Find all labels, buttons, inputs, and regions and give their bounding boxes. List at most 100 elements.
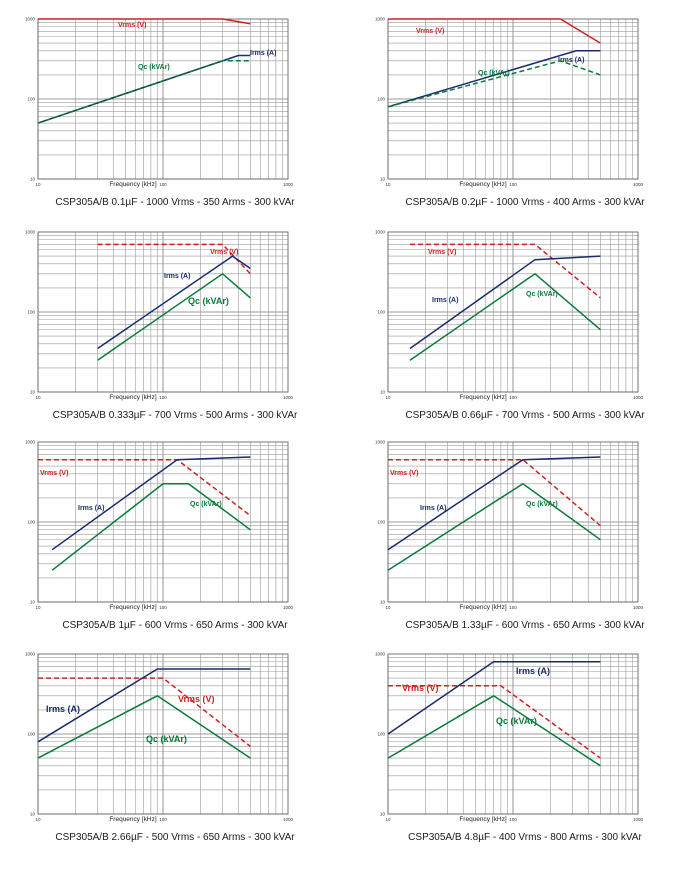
x-tick-label: 10 <box>35 395 41 400</box>
plot-grid <box>387 232 638 393</box>
series-label-qc: Qc (kVAr) <box>526 291 558 298</box>
series-label-irms: Irms (A) <box>46 704 80 714</box>
x-tick-label: 10 <box>35 182 41 187</box>
y-tick-label: 1000 <box>375 230 386 235</box>
x-tick-label: 100 <box>159 817 167 822</box>
x-axis-label: Frequency [kHz] <box>459 394 507 401</box>
x-tick-label: 100 <box>509 395 517 400</box>
series-label-qc: Qc (kVAr) <box>190 501 222 508</box>
series-line-irms <box>387 661 601 735</box>
x-axis-label: Frequency [kHz] <box>109 604 157 611</box>
x-tick-label: 1000 <box>283 395 294 400</box>
y-tick-label: 100 <box>377 732 385 737</box>
y-tick-label: 1000 <box>25 652 36 657</box>
series-label-vrms: Vrms (V) <box>178 694 215 704</box>
plot-grid <box>37 232 288 393</box>
x-axis-label: Frequency [kHz] <box>109 181 157 188</box>
x-tick-label: 1000 <box>283 605 294 610</box>
chart-panel-4: 1000 100 10 10 100 1000 Frequency [kHz] Vrms (V… <box>350 218 700 430</box>
series-line-qc <box>409 272 601 361</box>
y-tick-label: 10 <box>30 600 36 605</box>
series-line-vrms <box>38 677 251 747</box>
y-tick-label: 10 <box>380 600 386 605</box>
series-line-qc <box>97 272 251 361</box>
series-line-vrms <box>38 18 251 25</box>
series-line-irms <box>37 668 251 743</box>
chart-caption: CSP305A/B 4.8µF - 400 Vrms - 800 Arms - … <box>408 832 642 843</box>
y-tick-label: 100 <box>27 732 35 737</box>
series-label-vrms: Vrms (V) <box>210 249 238 256</box>
series-label-vrms: Vrms (V) <box>402 683 439 693</box>
y-tick-label: 10 <box>30 390 36 395</box>
y-tick-label: 100 <box>27 310 35 315</box>
chart-caption: CSP305A/B 1µF - 600 Vrms - 650 Arms - 30… <box>62 620 288 631</box>
chart-panel-2: 1000 100 10 10 100 1000 Frequency [kHz] Vrms (V… <box>350 5 700 217</box>
plot-frame <box>387 231 639 393</box>
chart-panel-6: 1000 100 10 10 100 1000 Frequency [kHz] Vrms (V… <box>350 428 700 640</box>
plot-grid <box>387 654 638 815</box>
series-label-irms: Irms (A) <box>420 505 446 512</box>
chart-panel-3: 1000 100 10 10 100 1000 Frequency [kHz] Vrms (V… <box>0 218 350 430</box>
x-tick-label: 100 <box>509 817 517 822</box>
y-tick-label: 10 <box>30 812 36 817</box>
x-tick-label: 1000 <box>283 817 294 822</box>
x-tick-label: 1000 <box>633 395 644 400</box>
y-tick-label: 1000 <box>375 440 386 445</box>
plot-grid <box>37 654 288 815</box>
plot-frame <box>387 441 639 603</box>
series-label-qc: Qc (kVAr) <box>138 64 170 71</box>
x-tick-label: 100 <box>509 182 517 187</box>
y-tick-label: 1000 <box>375 652 386 657</box>
series-line-qc <box>37 694 251 759</box>
x-tick-label: 100 <box>509 605 517 610</box>
series-label-qc: Qc (kVAr) <box>496 716 537 726</box>
chart-caption: CSP305A/B 0.333µF - 700 Vrms - 500 Arms … <box>52 410 298 421</box>
series-label-qc: Qc (kVAr) <box>146 734 187 744</box>
x-axis-label: Frequency [kHz] <box>459 604 507 611</box>
y-tick-label: 1000 <box>375 17 386 22</box>
x-axis-label: Frequency [kHz] <box>109 394 157 401</box>
plot-frame <box>37 231 289 393</box>
y-tick-label: 10 <box>380 177 386 182</box>
y-tick-label: 10 <box>380 812 386 817</box>
series-line-irms <box>37 54 251 124</box>
series-line-vrms <box>388 18 601 44</box>
series-line-qc <box>387 482 601 571</box>
chart-caption: CSP305A/B 0.1µF - 1000 Vrms - 350 Arms -… <box>55 197 295 208</box>
x-axis-label: Frequency [kHz] <box>459 816 507 823</box>
series-label-qc: Qc (kVAr) <box>188 296 229 306</box>
x-tick-label: 1000 <box>283 182 294 187</box>
x-tick-label: 100 <box>159 395 167 400</box>
series-line-vrms <box>410 243 601 299</box>
x-axis-label: Frequency [kHz] <box>109 816 157 823</box>
y-tick-label: 10 <box>30 177 36 182</box>
series-label-vrms: Vrms (V) <box>390 470 418 477</box>
y-tick-label: 100 <box>377 310 385 315</box>
series-line-irms <box>387 50 601 108</box>
chart-panel-5: 1000 100 10 10 100 1000 Frequency [kHz] Vrms (V… <box>0 428 350 640</box>
series-label-irms: Irms (A) <box>432 297 458 304</box>
x-tick-label: 1000 <box>633 182 644 187</box>
y-tick-label: 100 <box>27 520 35 525</box>
series-line-qc <box>387 60 601 108</box>
series-label-vrms: Vrms (V) <box>40 470 68 477</box>
series-label-vrms: Vrms (V) <box>428 249 456 256</box>
series-label-irms: Irms (A) <box>558 57 584 64</box>
x-tick-label: 10 <box>385 182 391 187</box>
x-tick-label: 10 <box>35 817 41 822</box>
plot-frame <box>37 441 289 603</box>
y-tick-label: 10 <box>380 390 386 395</box>
series-label-vrms: Vrms (V) <box>118 22 146 29</box>
y-tick-label: 1000 <box>25 230 36 235</box>
series-line-irms <box>51 456 251 551</box>
x-tick-label: 10 <box>385 395 391 400</box>
series-line-qc <box>37 60 251 124</box>
chart-caption: CSP305A/B 0.66µF - 700 Vrms - 500 Arms -… <box>405 410 645 421</box>
